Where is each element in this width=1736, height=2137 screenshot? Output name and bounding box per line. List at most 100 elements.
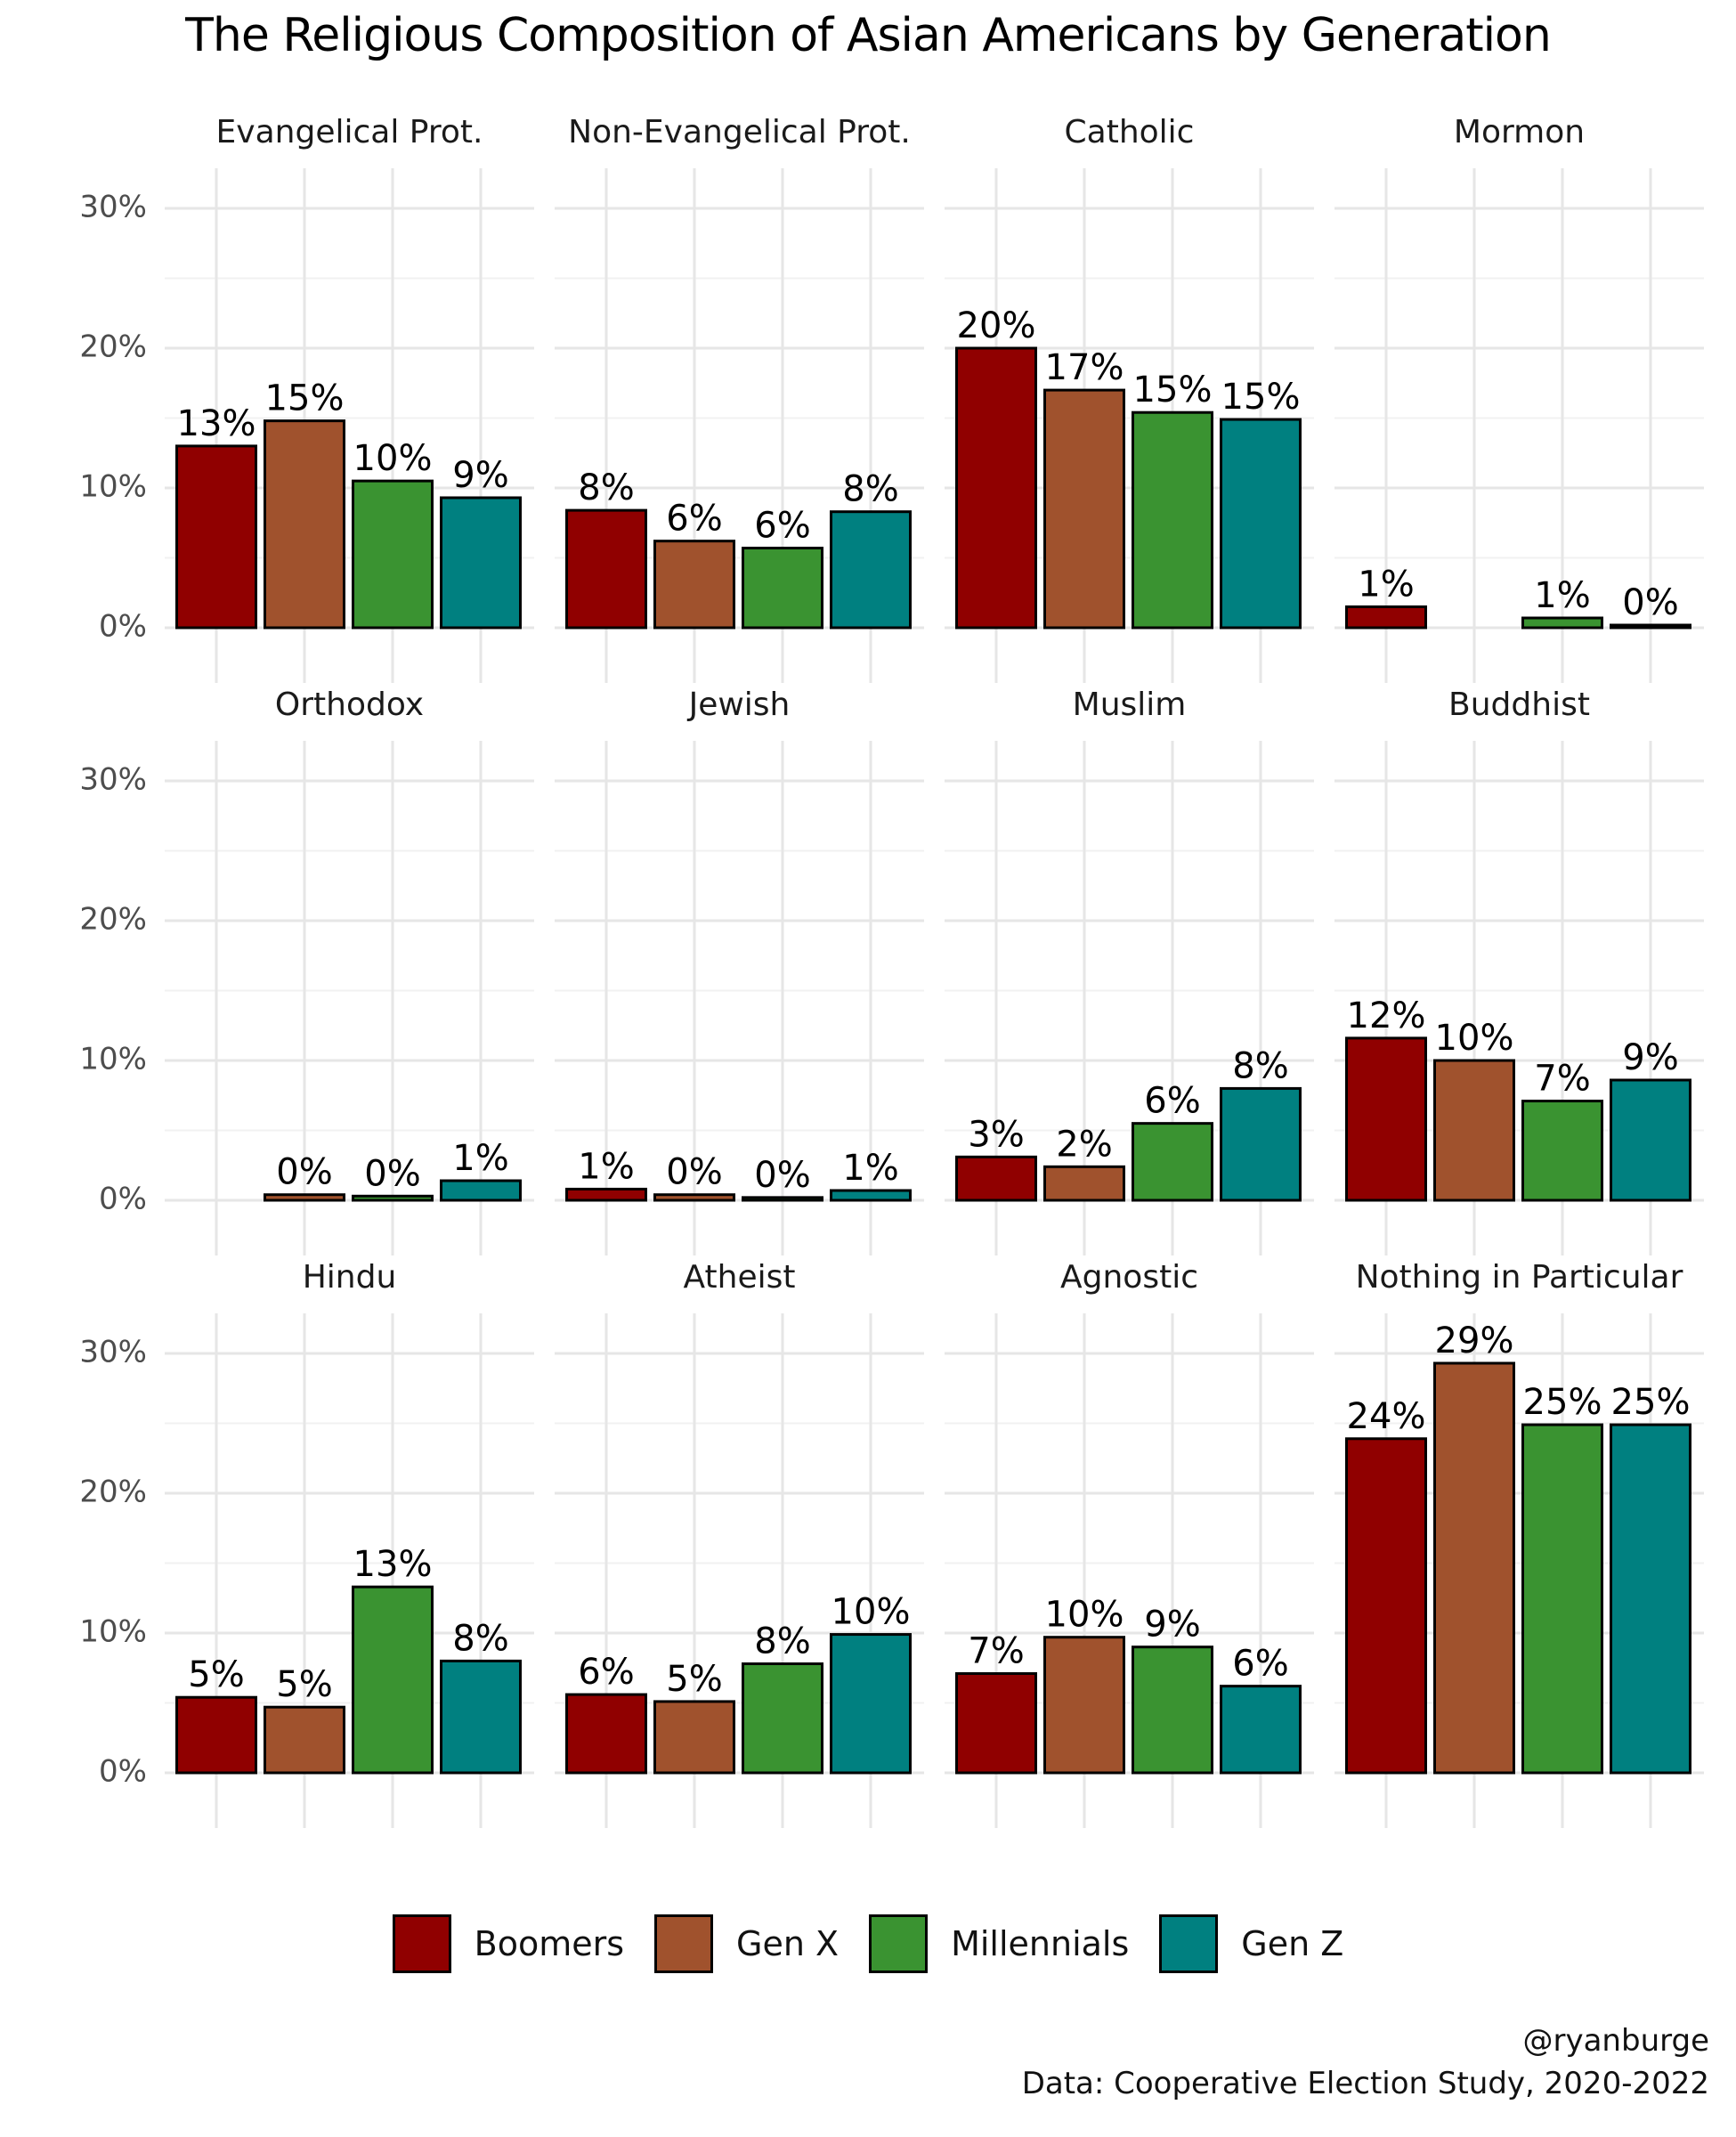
facet-panel: Orthodox 0% 10% 20% 30% 0% 0% 1%	[79, 687, 534, 1255]
data-label: 1%	[1534, 575, 1590, 616]
data-label: 1%	[578, 1146, 634, 1187]
legend-swatch	[654, 1914, 714, 1973]
y-tick-label: 0%	[99, 609, 147, 645]
bar	[1132, 1122, 1213, 1202]
legend-item-gen-z: Gen Z	[1159, 1914, 1343, 1973]
facet-panel: Atheist 6% 5% 8% 10%	[555, 1259, 924, 1828]
bar	[742, 1196, 823, 1202]
data-label: 15%	[1133, 370, 1213, 410]
facet-title: Evangelical Prot.	[216, 114, 483, 150]
bar	[1132, 410, 1213, 630]
data-label: 7%	[1534, 1059, 1590, 1100]
bar	[955, 1672, 1037, 1775]
legend-swatch	[869, 1914, 929, 1973]
facet-title: Atheist	[684, 1259, 796, 1296]
facet-title: Jewish	[687, 687, 791, 723]
data-label: 1%	[1358, 564, 1414, 605]
facet-panel: Non-Evangelical Prot. 8% 6% 6% 8%	[555, 114, 924, 683]
legend-item-boomers: Boomers	[392, 1914, 624, 1973]
bar	[830, 1633, 912, 1775]
data-label: 8%	[1232, 1045, 1288, 1086]
y-tick-label: 10%	[79, 469, 147, 505]
bar	[1043, 1165, 1125, 1202]
legend-label: Gen X	[736, 1924, 840, 1963]
bar	[742, 1662, 823, 1775]
facet-panel: Mormon 1% 1% 0%	[1334, 114, 1704, 683]
bar	[742, 547, 823, 630]
data-label: 25%	[1523, 1382, 1602, 1423]
bar	[1132, 1645, 1213, 1775]
facet-title: Agnostic	[1060, 1259, 1198, 1296]
legend-item-millennials: Millennials	[869, 1914, 1129, 1973]
y-tick-label: 20%	[79, 902, 147, 938]
bar	[1220, 1086, 1302, 1202]
data-label: 6%	[666, 499, 722, 540]
data-source: Data: Cooperative Election Study, 2020-2…	[1021, 2066, 1709, 2101]
bar	[352, 1585, 434, 1775]
data-label: 10%	[353, 438, 433, 479]
facet-title: Catholic	[1065, 114, 1195, 150]
data-label: 5%	[188, 1654, 244, 1695]
legend-label: Gen Z	[1241, 1924, 1344, 1963]
data-label: 5%	[666, 1659, 722, 1700]
data-label: 2%	[1056, 1124, 1112, 1165]
bar	[1043, 388, 1125, 630]
facet-panel: Jewish 1% 0% 0% 1%	[555, 687, 924, 1255]
legend-item-gen-x: Gen X	[654, 1914, 839, 1973]
y-tick-label: 0%	[99, 1754, 147, 1790]
y-tick-label: 10%	[79, 1042, 147, 1077]
data-label: 10%	[831, 1592, 911, 1633]
bar	[830, 510, 912, 630]
bar	[1521, 1100, 1603, 1202]
y-tick-label: 20%	[79, 1475, 147, 1510]
facet-title: Mormon	[1454, 114, 1585, 150]
facet-title: Nothing in Particular	[1356, 1259, 1683, 1296]
caption: @ryanburge Data: Cooperative Election St…	[1022, 2019, 1709, 2105]
y-tick-label: 30%	[79, 190, 147, 225]
data-label: 6%	[1232, 1644, 1288, 1685]
facet-title: Hindu	[303, 1259, 397, 1296]
data-label: 3%	[968, 1114, 1024, 1155]
bar	[352, 1194, 434, 1202]
facet-title: Muslim	[1073, 687, 1187, 723]
bar	[175, 444, 257, 630]
bar	[1345, 1036, 1427, 1202]
data-label: 7%	[968, 1631, 1024, 1672]
facet-title: Orthodox	[275, 687, 424, 723]
bar	[1345, 605, 1427, 630]
data-label: 0%	[666, 1152, 722, 1193]
facet-panel: Muslim 3% 2% 6% 8%	[945, 687, 1314, 1255]
bar	[830, 1189, 912, 1202]
facet-panel: Hindu 0% 10% 20% 30% 5% 5% 13% 8%	[79, 1259, 534, 1828]
bar	[264, 1705, 345, 1775]
bar	[1521, 1423, 1603, 1775]
y-tick-label: 10%	[79, 1614, 147, 1650]
y-tick-label: 30%	[79, 762, 147, 798]
bar	[1610, 1423, 1691, 1775]
data-label: 9%	[1622, 1037, 1678, 1078]
data-label: 1%	[842, 1148, 898, 1189]
bar	[352, 479, 434, 630]
bar	[653, 540, 735, 630]
bar	[565, 1693, 647, 1775]
facet-panel: Buddhist 12%10% 7% 9%	[1334, 687, 1704, 1255]
data-label: 17%	[1045, 347, 1124, 388]
bar	[264, 419, 345, 630]
data-label: 6%	[1144, 1081, 1200, 1122]
chart-title: The Religious Composition of Asian Ameri…	[185, 9, 1552, 62]
bar	[175, 1695, 257, 1775]
author-handle: @ryanburge	[1522, 2023, 1710, 2059]
bar	[1220, 418, 1302, 630]
data-label: 9%	[452, 455, 508, 496]
data-label: 10%	[1045, 1595, 1124, 1636]
facet-panel: Agnostic 7% 10% 9% 6%	[945, 1259, 1314, 1828]
data-label: 13%	[177, 403, 256, 444]
data-label: 15%	[265, 378, 345, 419]
legend: Boomers Gen X Millennials Gen Z	[0, 1914, 1736, 1973]
data-label: 8%	[578, 467, 634, 508]
bar	[440, 1659, 522, 1775]
data-label: 1%	[452, 1138, 508, 1179]
